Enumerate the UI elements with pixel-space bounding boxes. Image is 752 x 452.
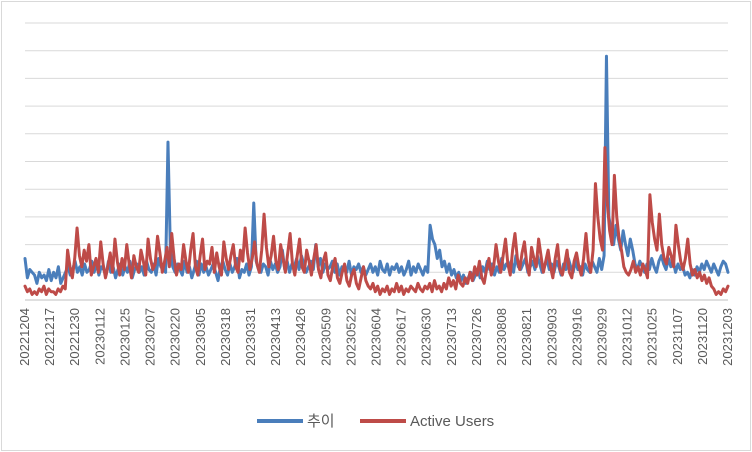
- x-tick-label: 20230617: [394, 308, 409, 366]
- x-tick-label: 20230726: [469, 308, 484, 366]
- x-tick-label: 20230821: [519, 308, 534, 366]
- x-tick-label: 20230426: [293, 308, 308, 366]
- x-tick-label: 20230509: [318, 308, 333, 366]
- x-tick-label: 20230929: [594, 308, 609, 366]
- x-tick-label: 20230413: [268, 308, 283, 366]
- legend-label: 추이: [307, 413, 335, 430]
- x-tick-label: 20230305: [193, 308, 208, 366]
- x-tick-label: 20230207: [143, 308, 158, 366]
- x-tick-label: 20230903: [544, 308, 559, 366]
- legend: 추이 Active Users: [257, 413, 494, 430]
- x-axis-tick-labels: 20221204 20221217 20221230 20230112 20230125…: [17, 308, 735, 366]
- x-tick-label: 20230713: [444, 308, 459, 366]
- x-tick-label: 20230522: [343, 308, 358, 366]
- series-line-active-users: [23, 146, 730, 296]
- x-tick-label: 20231012: [620, 308, 635, 366]
- x-tick-label: 20230125: [117, 308, 132, 366]
- x-tick-label: 20231203: [720, 308, 735, 366]
- x-tick-label: 20221230: [67, 308, 82, 366]
- x-tick-label: 20230916: [569, 308, 584, 366]
- x-tick-label: 20230331: [243, 308, 258, 366]
- x-tick-label: 20230630: [419, 308, 434, 366]
- x-tick-label: 20230808: [494, 308, 509, 366]
- x-tick-label: 20230112: [92, 308, 107, 365]
- plot-area: [23, 54, 730, 296]
- x-tick-label: 20231107: [670, 308, 685, 365]
- x-tick-label: 20221217: [42, 308, 57, 366]
- x-tick-label: 20221204: [17, 308, 32, 366]
- x-tick-label: 20231120: [695, 308, 710, 365]
- x-tick-label: 20230318: [218, 308, 233, 366]
- x-tick-label: 20230220: [168, 308, 183, 366]
- x-tick-label: 20231025: [645, 308, 660, 366]
- x-tick-label: 20230604: [369, 308, 384, 366]
- gridlines: [25, 22, 728, 301]
- legend-label: Active Users: [410, 413, 494, 430]
